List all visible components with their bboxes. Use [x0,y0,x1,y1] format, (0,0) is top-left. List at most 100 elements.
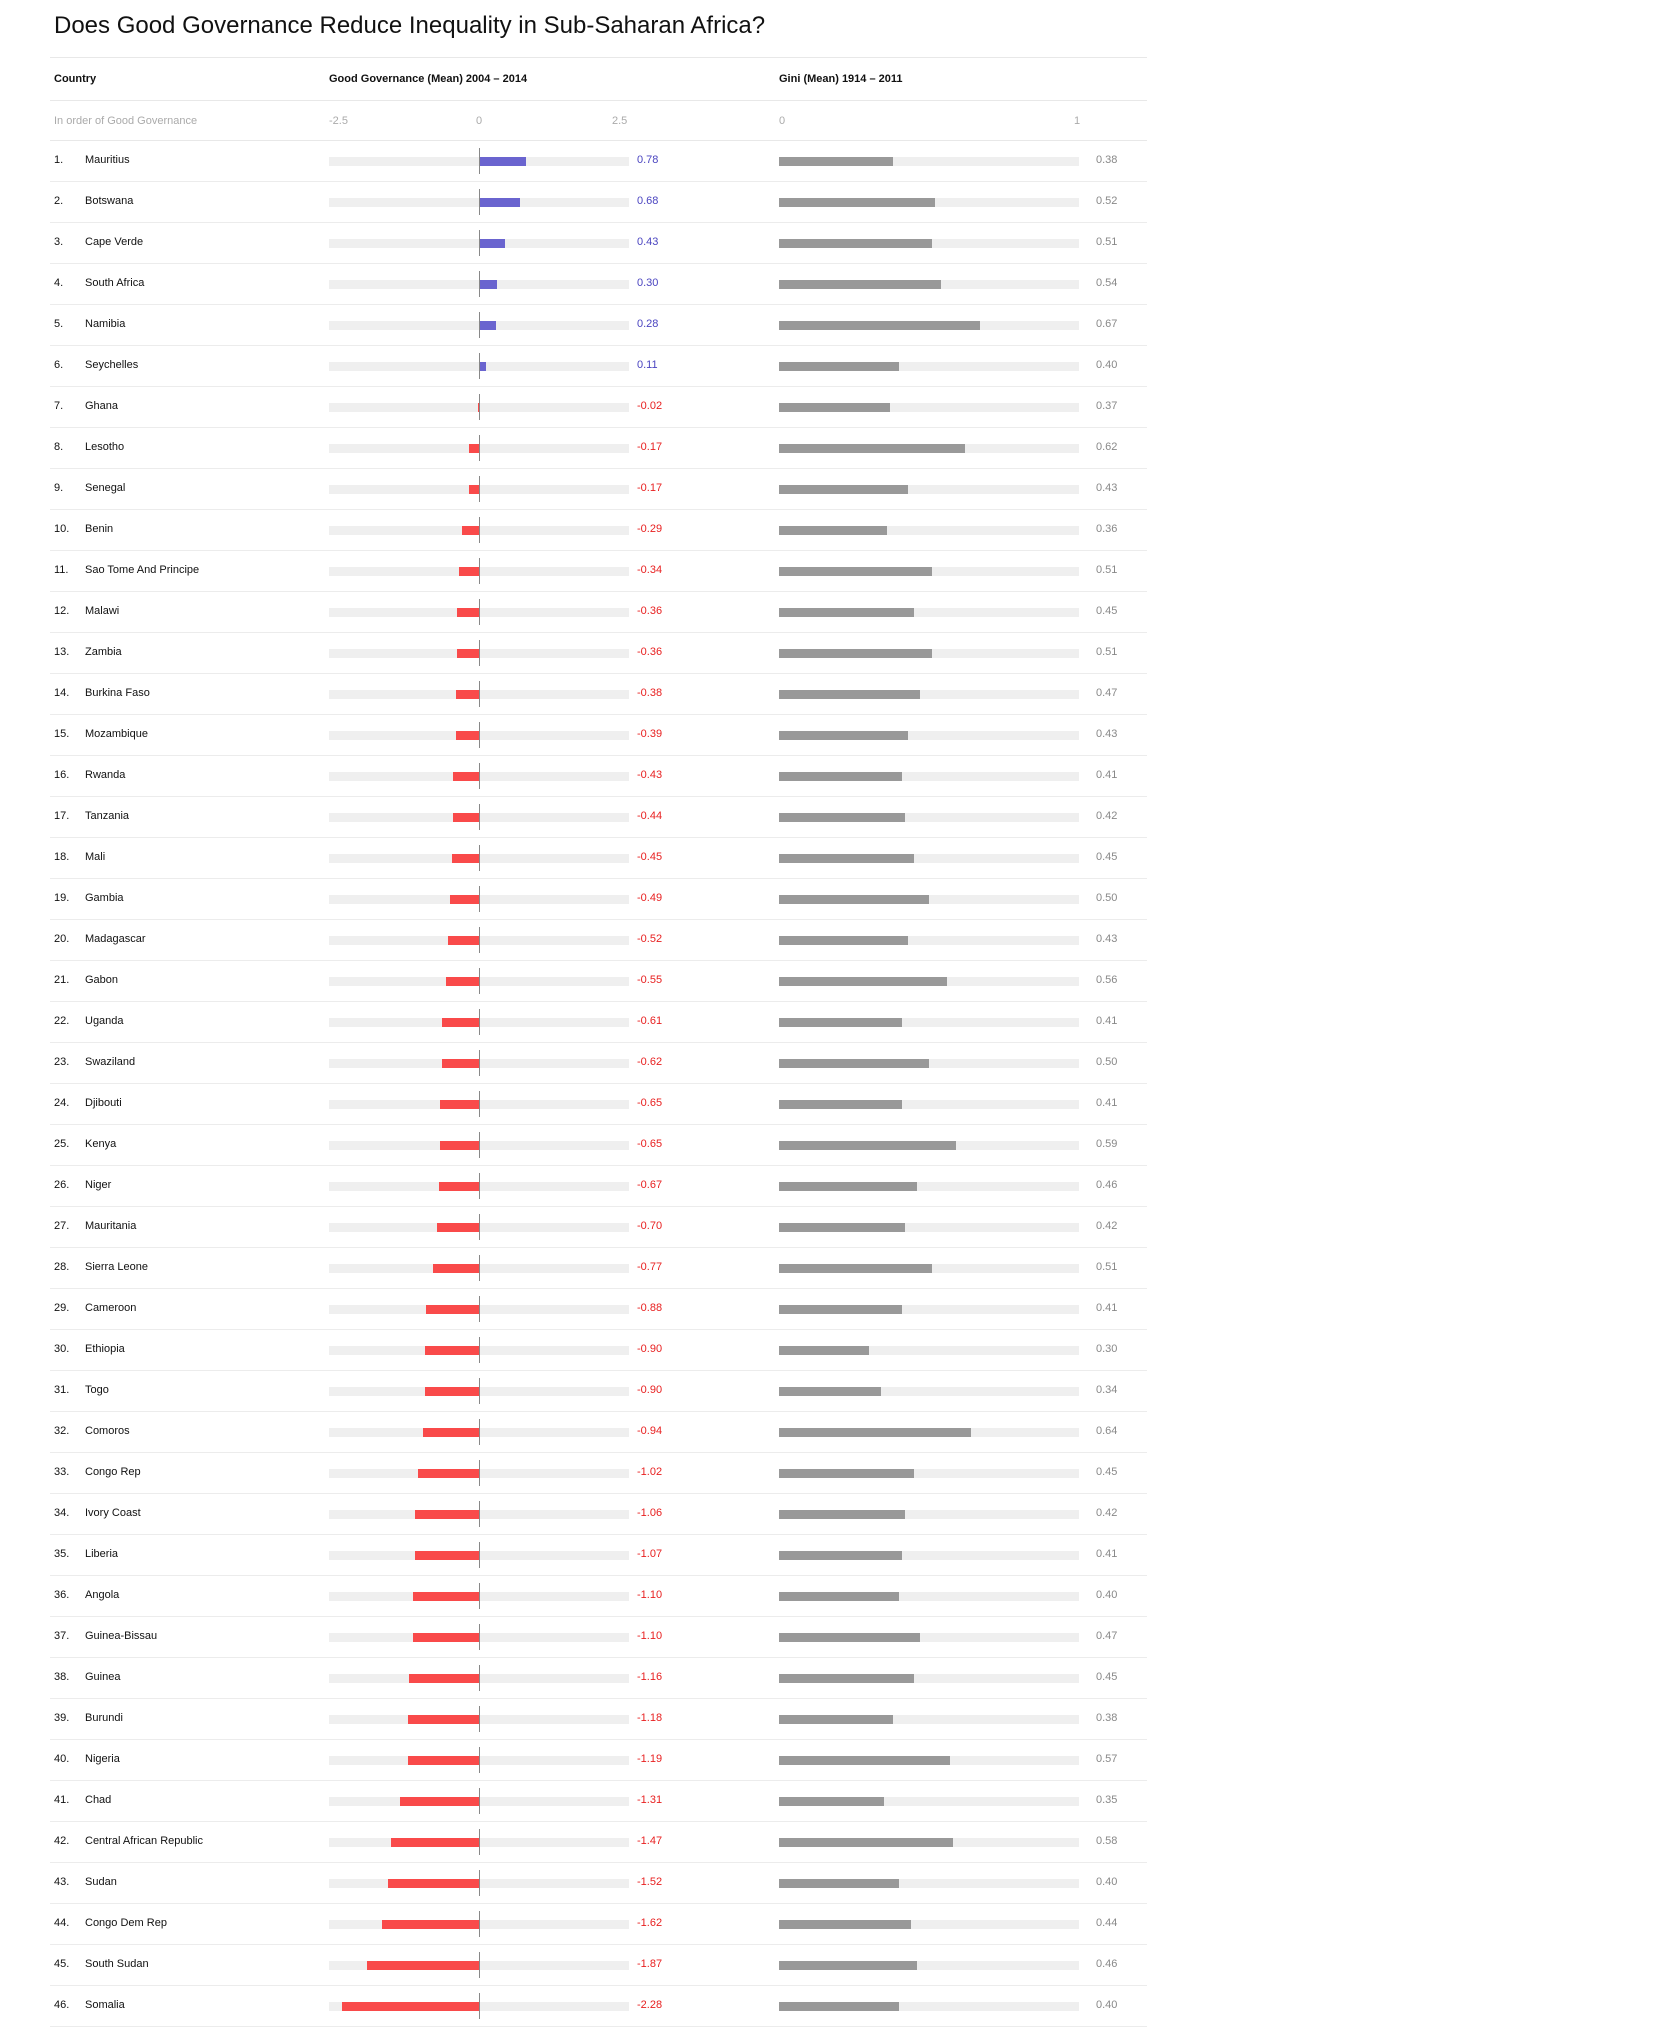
gini-value: 0.47 [1096,1630,1118,1642]
country-name: South Africa [85,277,145,289]
rank-label: 11. [54,564,69,576]
governance-bar [414,1551,479,1560]
table-row: 14. Burkina Faso -0.38 0.47 [50,674,1147,715]
governance-value: -0.94 [637,1425,663,1437]
gini-value: 0.64 [1096,1425,1118,1437]
governance-value: 0.68 [637,195,659,207]
gini-bar-track [779,813,1079,822]
gg-tick-min: -2.5 [329,115,348,127]
table-row: 20. Madagascar -0.52 0.43 [50,920,1147,961]
governance-value: -1.16 [637,1671,663,1683]
governance-bar [438,1182,479,1191]
country-name: Uganda [85,1015,124,1027]
governance-zero-line [479,1214,480,1240]
gini-bar [779,977,947,986]
country-name: Malawi [85,605,120,617]
rank-label: 26. [54,1179,70,1191]
table-row: 34. Ivory Coast -1.06 0.42 [50,1494,1147,1535]
gini-value: 0.41 [1096,769,1118,781]
table-row: 7. Ghana -0.02 0.37 [50,387,1147,428]
table-row: 24. Djibouti -0.65 0.41 [50,1084,1147,1125]
gini-value: 0.52 [1096,195,1118,207]
gini-bar [779,1428,971,1437]
rank-label: 44. [54,1917,70,1929]
country-name: Sudan [85,1876,117,1888]
gini-bar-track [779,1100,1079,1109]
country-name: Senegal [85,482,126,494]
gini-bar-track [779,1592,1079,1601]
gini-value: 0.43 [1096,933,1118,945]
rank-label: 33. [54,1466,70,1478]
governance-bar [400,1797,479,1806]
gini-bar-track [779,485,1079,494]
gini-tick-min: 0 [779,115,786,127]
country-name: Tanzania [85,810,130,822]
governance-bar [457,649,479,658]
governance-zero-line [479,312,480,338]
rank-label: 25. [54,1138,70,1150]
gini-bar [779,1223,905,1232]
gini-bar-track [779,1018,1079,1027]
country-name: Seychelles [85,359,139,371]
gini-bar-track [779,1305,1079,1314]
table-row: 17. Tanzania -0.44 0.42 [50,797,1147,838]
gini-bar-track [779,690,1079,699]
table-row: 39. Burundi -1.18 0.38 [50,1699,1147,1740]
gini-bar [779,1592,899,1601]
gini-column-header: Gini (Mean) 1914 – 2011 [779,73,903,85]
governance-zero-line [479,722,480,748]
country-name: Ivory Coast [85,1507,141,1519]
governance-value: 0.28 [637,318,659,330]
gini-bar-track [779,608,1079,617]
governance-zero-line [479,230,480,256]
gini-bar [779,1305,902,1314]
gini-bar-track [779,1879,1079,1888]
gini-bar [779,321,980,330]
gini-value: 0.42 [1096,1220,1118,1232]
rank-label: 10. [54,523,70,535]
rank-label: 19. [54,892,70,904]
governance-value: -0.77 [637,1261,663,1273]
country-name: Namibia [85,318,126,330]
governance-zero-line [479,435,480,461]
governance-bar [461,526,479,535]
country-name: Sao Tome And Principe [85,564,200,576]
governance-zero-line [479,517,480,543]
gini-bar [779,1469,914,1478]
table-row: 19. Gambia -0.49 0.50 [50,879,1147,920]
gini-value: 0.41 [1096,1015,1118,1027]
governance-value: -0.29 [637,523,663,535]
governance-value: -2.28 [637,1999,663,2011]
governance-zero-line [479,1952,480,1978]
table-row: 13. Zambia -0.36 0.51 [50,633,1147,674]
table-row: 25. Kenya -0.65 0.59 [50,1125,1147,1166]
gini-value: 0.54 [1096,277,1118,289]
table-row: 36. Angola -1.10 0.40 [50,1576,1147,1617]
rank-label: 9. [54,482,64,494]
country-name: Mauritius [85,154,130,166]
governance-bar [458,567,479,576]
rank-label: 23. [54,1056,70,1068]
country-name: Mozambique [85,728,148,740]
rank-label: 38. [54,1671,70,1683]
gini-bar-track [779,1346,1079,1355]
gini-value: 0.38 [1096,1712,1118,1724]
gini-bar-track [779,1797,1079,1806]
governance-value: -1.87 [637,1958,663,1970]
governance-zero-line [479,968,480,994]
governance-zero-line [479,558,480,584]
governance-bar [442,1018,479,1027]
gini-value: 0.51 [1096,236,1118,248]
governance-bar [425,1387,479,1396]
governance-zero-line [479,681,480,707]
table-row: 12. Malawi -0.36 0.45 [50,592,1147,633]
gini-value: 0.40 [1096,1876,1118,1888]
governance-zero-line [479,1665,480,1691]
gini-value: 0.41 [1096,1097,1118,1109]
country-name: Swaziland [85,1056,136,1068]
gini-value: 0.45 [1096,851,1118,863]
governance-bar [479,198,520,207]
governance-zero-line [479,886,480,912]
rank-label: 32. [54,1425,70,1437]
rank-label: 13. [54,646,70,658]
